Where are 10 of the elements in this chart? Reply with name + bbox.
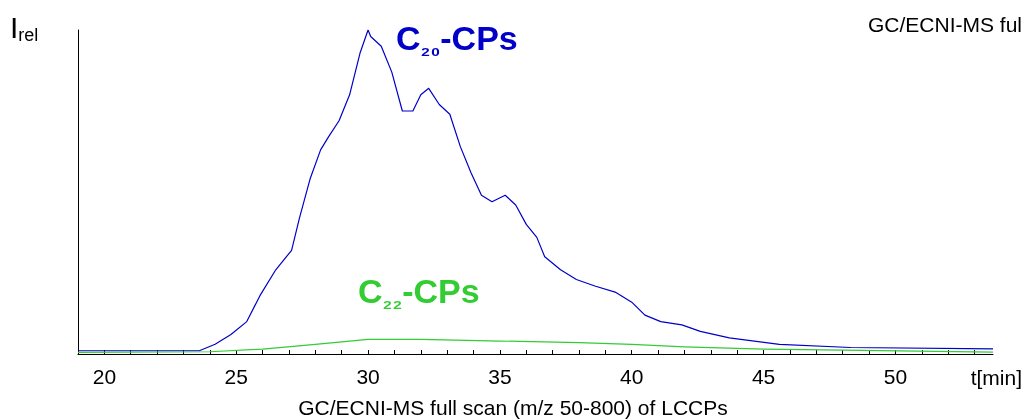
x-tick-label: 35 — [488, 365, 512, 388]
x-tick-label: 25 — [224, 365, 248, 388]
x-tick-label: 50 — [883, 365, 908, 388]
x-tick-label: 20 — [92, 365, 117, 388]
text: GC/ECNI-MS full scan (m/z 50-800) of LCCPs — [298, 396, 728, 419]
annotation: GC/ECNI-MS ful — [867, 13, 1022, 36]
x-axis-title: t[min] — [970, 366, 1022, 389]
x-tick-label: 45 — [751, 365, 776, 388]
x-tick-label: 40 — [620, 365, 644, 388]
x-tick-label: 30 — [356, 365, 380, 388]
